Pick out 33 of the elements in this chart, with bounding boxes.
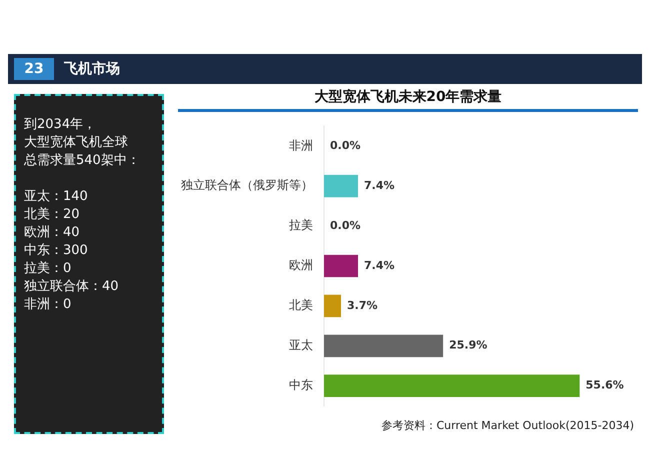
bar xyxy=(324,374,580,398)
text: 独立联合体：40 xyxy=(24,278,120,296)
text: 欧洲：40 xyxy=(24,224,81,242)
text: 中东：300 xyxy=(24,242,89,260)
data-label: 7.4% xyxy=(364,178,395,192)
bar xyxy=(324,174,358,198)
text: 拉美：0 xyxy=(24,260,72,278)
data-label: 25.9% xyxy=(449,338,488,352)
y-tick-label: 非洲 xyxy=(289,138,313,152)
data-label: 7.4% xyxy=(364,258,395,272)
bar xyxy=(324,254,358,278)
chart-title: 大型宽体飞机未来20年需求量 xyxy=(178,88,638,112)
text: 北美：20 xyxy=(24,206,81,224)
y-tick-label: 欧洲 xyxy=(289,258,313,272)
y-tick-label: 独立联合体（俄罗斯等） xyxy=(181,178,313,192)
data-label: 0.0% xyxy=(330,139,361,152)
text: 非洲：0 xyxy=(24,296,72,314)
text: 到2034年， xyxy=(24,116,98,134)
bar xyxy=(324,294,342,318)
text: 亚太：140 xyxy=(24,188,89,206)
text: 23 xyxy=(14,58,54,80)
bar xyxy=(324,334,444,358)
text: 参考资料：Current Market Outlook(2015-2034) xyxy=(382,418,634,433)
data-label: 3.7% xyxy=(347,298,378,312)
data-label: 55.6% xyxy=(586,378,624,392)
y-tick-label: 拉美 xyxy=(289,218,313,232)
text: 大型宽体飞机全球 xyxy=(24,134,129,152)
y-tick-label: 中东 xyxy=(289,378,313,392)
data-label: 0.0% xyxy=(330,218,361,232)
text: 总需求量540架中： xyxy=(24,152,141,170)
y-tick-label: 北美 xyxy=(289,298,313,312)
text: 飞机市场 xyxy=(64,60,120,79)
y-tick-label: 亚太 xyxy=(289,338,313,352)
